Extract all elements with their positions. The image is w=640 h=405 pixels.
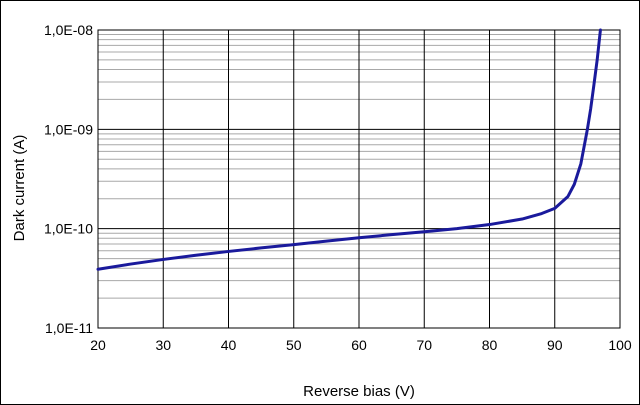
x-tick-label: 60 — [351, 337, 367, 353]
plot-border — [97, 29, 621, 329]
x-tick-label: 70 — [416, 337, 432, 353]
x-tick-label: 50 — [286, 337, 302, 353]
y-tick-label: 1,0E-10 — [44, 221, 93, 237]
x-tick-label: 30 — [155, 337, 171, 353]
y-tick-label: 1,0E-11 — [45, 320, 93, 336]
y-tick-label: 1,0E-08 — [44, 22, 93, 38]
x-tick-label: 100 — [608, 337, 632, 353]
y-axis-label: Dark current (A) — [11, 135, 28, 242]
x-tick-label: 20 — [90, 337, 106, 353]
x-axis-label: Reverse bias (V) — [303, 383, 415, 400]
x-tick-label: 80 — [482, 337, 498, 353]
y-tick-label: 1,0E-09 — [44, 121, 93, 137]
x-tick-label: 40 — [221, 337, 237, 353]
x-axis-tick-labels: 20 30 40 50 60 70 80 90 100 — [90, 337, 632, 353]
plot-area — [96, 28, 621, 329]
y-axis-tick-labels: 1,0E-11 1,0E-10 1,0E-09 1,0E-08 — [44, 22, 93, 336]
series-line — [96, 28, 602, 271]
x-tick-label: 90 — [547, 337, 563, 353]
